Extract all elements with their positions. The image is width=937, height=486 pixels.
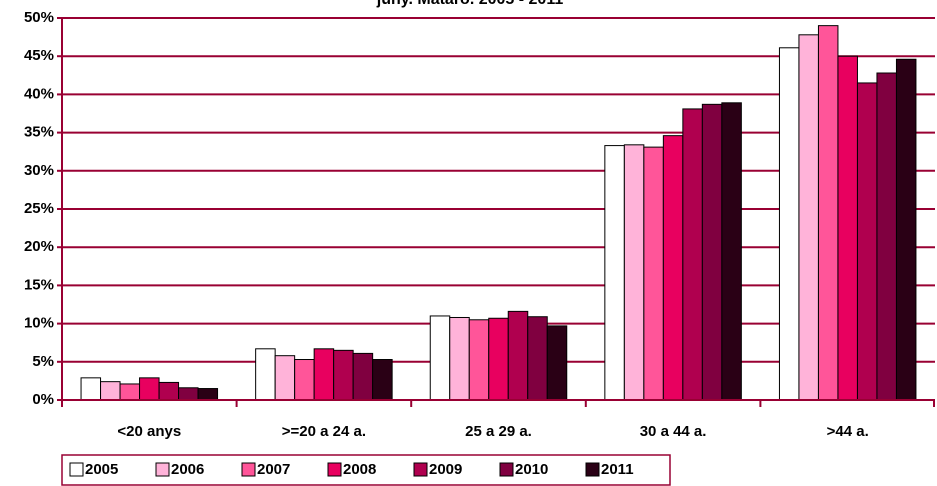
bar <box>294 359 315 401</box>
bar <box>468 319 490 401</box>
legend-swatch <box>585 462 600 477</box>
x-tick-label: >44 a. <box>827 423 869 440</box>
bar <box>372 359 393 401</box>
bar <box>158 381 180 401</box>
bar <box>662 135 684 401</box>
legend-swatch <box>413 462 428 477</box>
bar <box>895 58 917 401</box>
x-tick-label: <20 anys <box>117 423 181 440</box>
y-tick-label: 30% <box>24 162 54 179</box>
bar <box>429 315 451 401</box>
bar <box>255 348 276 401</box>
bar <box>643 146 664 401</box>
bar <box>119 383 141 401</box>
bar <box>449 316 470 401</box>
y-tick-label: 20% <box>24 238 54 255</box>
y-tick-label: 5% <box>32 353 54 370</box>
y-tick-label: 50% <box>24 9 54 26</box>
bar <box>507 310 529 401</box>
bar <box>274 355 296 401</box>
bar <box>721 102 742 401</box>
bar <box>527 316 548 401</box>
bar <box>682 108 703 401</box>
y-tick-label: 40% <box>24 85 54 102</box>
bar <box>856 82 878 401</box>
bar <box>352 352 374 401</box>
legend-label: 2011 <box>601 461 634 478</box>
legend-swatch <box>241 462 256 477</box>
legend-label: 2010 <box>515 461 548 478</box>
bar <box>546 325 568 401</box>
chart-title: juny. Mataró. 2005 - 2011 <box>376 0 564 8</box>
bar <box>778 47 800 401</box>
legend-label: 2006 <box>171 461 204 478</box>
x-tick-label: 25 a 29 a. <box>465 423 532 440</box>
y-tick-label: 35% <box>24 124 54 141</box>
legend-swatch <box>69 462 84 477</box>
bar <box>488 317 509 401</box>
bar <box>604 145 625 401</box>
y-tick-label: 0% <box>32 391 54 408</box>
bar <box>876 72 897 401</box>
legend-swatch <box>327 462 342 477</box>
bar <box>333 349 354 401</box>
x-tick-label: 30 a 44 a. <box>640 423 707 440</box>
x-tick-label: >=20 a 24 a. <box>282 423 366 440</box>
legend-swatch <box>155 462 170 477</box>
y-tick-label: 25% <box>24 200 54 217</box>
bar <box>623 144 645 401</box>
bar <box>701 103 723 401</box>
legend-label: 2008 <box>343 461 376 478</box>
bar <box>798 34 819 401</box>
y-tick-label: 10% <box>24 315 54 332</box>
bar <box>178 387 199 401</box>
legend-swatch <box>499 462 514 477</box>
bar <box>80 377 102 401</box>
legend-label: 2009 <box>429 461 462 478</box>
bar <box>817 25 839 401</box>
legend-label: 2005 <box>85 461 118 478</box>
y-tick-label: 15% <box>24 276 54 293</box>
bar <box>313 348 335 401</box>
bar <box>197 388 219 401</box>
legend-label: 2007 <box>257 461 290 478</box>
y-tick-label: 45% <box>24 47 54 64</box>
bar <box>100 381 121 401</box>
bar <box>837 55 858 401</box>
bar <box>139 377 160 401</box>
